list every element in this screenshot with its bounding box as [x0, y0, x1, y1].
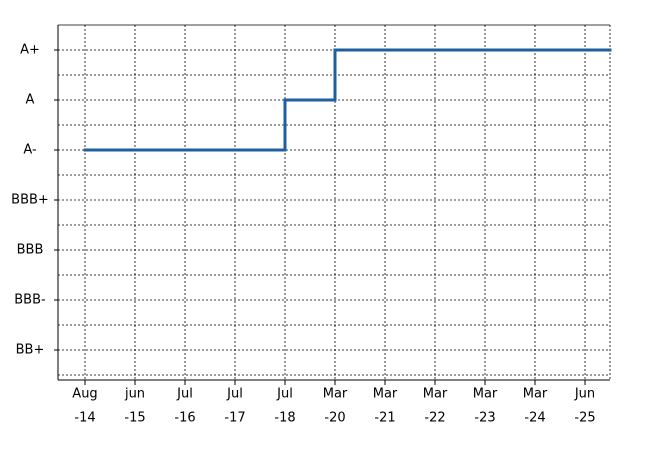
y-tick-label: A-: [23, 143, 37, 158]
x-tick-label: -15: [124, 411, 145, 426]
x-tick-label: -16: [174, 411, 195, 426]
x-tick-label: Jul: [226, 387, 243, 402]
x-tick-label: Mar: [473, 387, 498, 402]
x-tick-label: Jul: [176, 387, 193, 402]
x-tick-label: -14: [74, 411, 95, 426]
x-tick-label: -17: [224, 411, 245, 426]
x-tick-label: Mar: [373, 387, 398, 402]
y-tick-label: BB+: [16, 343, 45, 358]
y-tick-label: BBB+: [11, 193, 49, 208]
x-tick-label: -24: [524, 411, 545, 426]
x-tick-label: Jun: [574, 387, 595, 402]
x-tick-label: Mar: [523, 387, 548, 402]
x-tick-label: -23: [474, 411, 495, 426]
x-tick-label: -20: [324, 411, 345, 426]
y-tick-label: A: [26, 93, 35, 108]
x-tick-label: Jul: [276, 387, 293, 402]
x-tick-label: Mar: [323, 387, 348, 402]
x-tick-label: Aug: [72, 387, 97, 402]
x-tick-label: jun: [124, 387, 145, 402]
x-tick-label: -22: [424, 411, 445, 426]
y-tick-label: BBB-: [14, 293, 46, 308]
y-tick-label: BBB: [17, 243, 44, 258]
y-tick-label: A+: [20, 43, 40, 58]
x-tick-label: Mar: [423, 387, 448, 402]
x-tick-label: -25: [574, 411, 595, 426]
x-tick-label: -21: [374, 411, 395, 426]
x-tick-label: -18: [274, 411, 295, 426]
